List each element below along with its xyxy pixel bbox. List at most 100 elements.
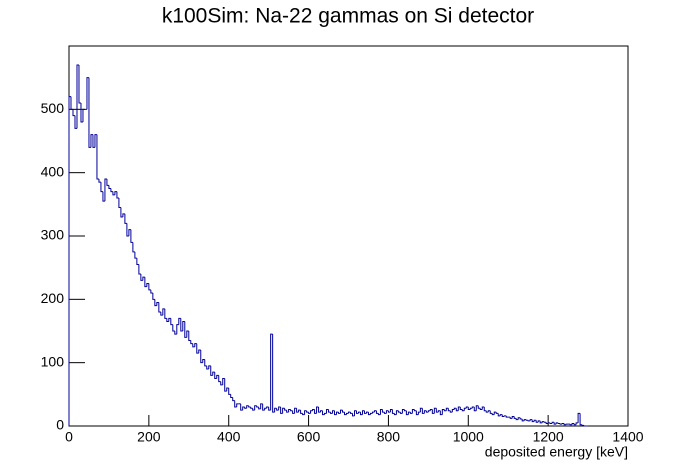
histogram-bin — [188, 331, 191, 341]
x-tick-label: 1400 — [612, 429, 643, 445]
histogram-bin — [156, 302, 159, 306]
histogram-bin — [365, 411, 369, 414]
plot-frame — [68, 45, 629, 427]
histogram-bin — [332, 410, 335, 414]
histogram-bin — [411, 409, 415, 414]
histogram-bin — [118, 198, 121, 208]
histogram-bin — [348, 411, 351, 414]
histogram-bin — [545, 422, 549, 424]
histogram-bin — [505, 415, 509, 418]
histogram-bin — [228, 388, 231, 395]
histogram-bin — [160, 312, 163, 316]
histogram-bin — [280, 407, 283, 414]
histogram-bin — [385, 410, 389, 414]
histogram-bin — [200, 350, 203, 364]
histogram-bin — [465, 406, 469, 409]
histogram-bin — [503, 415, 507, 417]
histogram-bin — [82, 108, 85, 122]
y-tick-label: 300 — [41, 227, 65, 243]
histogram-bin — [224, 378, 227, 392]
histogram-bin — [429, 409, 433, 411]
histogram-bin — [511, 416, 515, 419]
histogram-bin — [469, 407, 473, 410]
histogram-bin — [423, 410, 427, 414]
histogram-bin — [523, 419, 527, 421]
histogram-bin — [387, 410, 391, 413]
histogram-bin — [559, 423, 563, 425]
histogram-bin — [499, 414, 503, 416]
histogram-bin — [176, 324, 179, 335]
histogram-bin — [278, 406, 281, 411]
histogram-bin — [210, 365, 213, 376]
histogram-bin — [320, 410, 323, 413]
histogram-bin — [391, 409, 395, 414]
histogram-bin — [108, 185, 111, 189]
histogram-bin — [351, 413, 355, 417]
histogram-bin — [487, 410, 491, 413]
histogram-bin — [148, 283, 151, 291]
histogram-bin — [116, 191, 119, 199]
histogram-bin — [397, 410, 401, 413]
histogram-bin — [168, 317, 171, 322]
histogram-bin — [244, 407, 247, 409]
histogram-bin — [344, 412, 347, 416]
histogram-bin — [236, 403, 239, 407]
histogram-bin — [158, 302, 161, 313]
histogram-bin — [190, 340, 193, 345]
histogram-bin — [194, 343, 197, 347]
histogram-bin — [571, 422, 575, 425]
histogram-bin — [232, 397, 235, 402]
histogram-bin — [519, 417, 523, 420]
histogram-bin — [276, 408, 279, 411]
histogram-bin — [338, 412, 341, 414]
histogram-bin — [395, 410, 399, 415]
histogram-bin — [322, 410, 325, 416]
histogram-bin — [102, 191, 105, 202]
histogram-bin — [308, 412, 311, 414]
histogram-bin — [425, 410, 429, 413]
histogram-bin — [419, 407, 423, 413]
histogram-bin — [94, 134, 97, 148]
histogram-bin — [379, 409, 383, 415]
histogram-bin — [509, 417, 513, 419]
histogram-bin — [457, 406, 461, 411]
histogram-bin — [513, 416, 517, 419]
histogram-bin — [126, 223, 129, 237]
histogram-bin — [316, 406, 319, 414]
histogram-bin — [373, 410, 377, 413]
histogram-bin — [304, 410, 307, 415]
histogram-bin — [515, 418, 519, 421]
histogram-bin — [401, 409, 405, 414]
histogram-bin — [146, 283, 149, 287]
histogram-bin — [98, 179, 101, 183]
histogram-bin — [206, 365, 209, 370]
histogram-bin — [563, 423, 567, 426]
histogram-bin — [92, 134, 95, 148]
histogram-bin — [290, 409, 293, 412]
histogram-bin — [162, 308, 165, 316]
histogram-bin — [324, 412, 327, 415]
histogram-bin — [541, 421, 545, 423]
histogram-bin — [565, 423, 569, 425]
histogram-bin — [485, 410, 489, 413]
histogram-bin — [214, 372, 217, 379]
y-tick-label: 200 — [41, 290, 65, 306]
histogram-bin — [336, 411, 339, 415]
histogram-bin — [477, 405, 481, 409]
histogram-bin — [222, 378, 225, 385]
histogram-bin — [132, 242, 135, 253]
histogram-bin — [70, 96, 73, 110]
histogram-bin — [202, 359, 205, 363]
x-tick-label: 0 — [65, 429, 73, 445]
histogram-bin — [262, 403, 265, 411]
histogram-bin — [140, 274, 143, 281]
histogram-bin — [363, 410, 367, 414]
histogram-bin — [80, 103, 83, 123]
histogram-bin — [266, 406, 269, 409]
histogram-bin — [294, 407, 297, 414]
histogram-bin — [497, 413, 501, 417]
histogram-bin — [583, 425, 587, 427]
histogram-bin — [491, 413, 495, 416]
histogram-bin — [431, 409, 435, 414]
